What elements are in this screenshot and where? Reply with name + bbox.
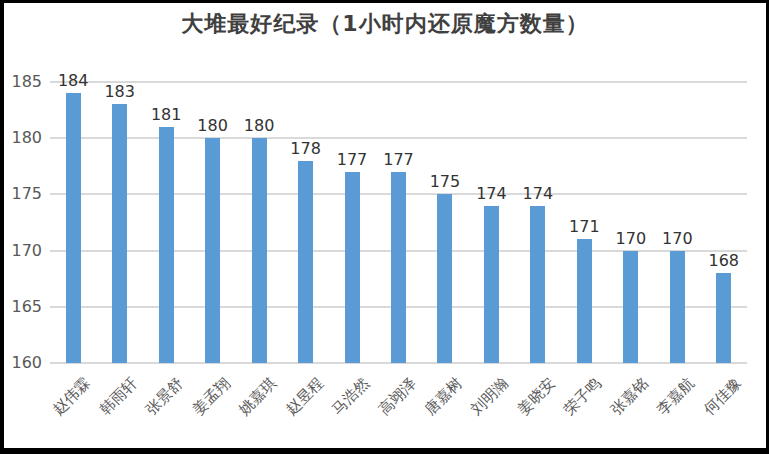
y-axis-tick-label: 165	[0, 297, 42, 317]
chart-frame: 大堆最好纪录（1小时内还原魔方数量） 160 165 170 175 180 185 184…	[0, 0, 769, 454]
bar-value-label: 177	[329, 150, 375, 170]
x-category-label: 马浩然	[328, 374, 373, 419]
gridline	[50, 81, 747, 83]
bar-value-label: 180	[236, 116, 282, 136]
x-category-label: 唐嘉树	[421, 374, 466, 419]
chart-title: 大堆最好纪录（1小时内还原魔方数量）	[4, 9, 766, 39]
bar	[484, 206, 499, 363]
y-axis-tick-label: 185	[0, 72, 42, 92]
bar	[345, 172, 360, 363]
x-category-label: 赵伟霖	[49, 374, 94, 419]
bar	[391, 172, 406, 363]
x-category-label: 姚嘉琪	[235, 374, 280, 419]
bar-value-label: 175	[422, 172, 468, 192]
bar-value-label: 171	[561, 217, 607, 237]
bar-value-label: 178	[283, 139, 329, 159]
y-axis-tick-label: 180	[0, 128, 42, 148]
x-category-label: 张景舒	[142, 374, 187, 419]
x-category-label: 韩雨轩	[96, 374, 141, 419]
y-axis-tick-label: 175	[0, 184, 42, 204]
bar	[530, 206, 545, 363]
bar	[716, 273, 731, 363]
bar-value-label: 177	[376, 150, 422, 170]
bar	[437, 194, 452, 363]
bar	[205, 138, 220, 363]
x-category-label: 荣子鸣	[561, 374, 606, 419]
bar-value-label: 183	[97, 82, 143, 102]
bar	[670, 251, 685, 363]
bar	[252, 138, 267, 363]
bar-value-label: 170	[654, 229, 700, 249]
gridline	[50, 137, 747, 139]
bar-value-label: 174	[468, 184, 514, 204]
bar-value-label: 168	[701, 251, 747, 271]
x-category-label: 刘明瀚	[468, 374, 513, 419]
x-category-label: 姜孟翔	[189, 374, 234, 419]
bar-value-label: 184	[50, 71, 96, 91]
y-axis-tick-label: 170	[0, 241, 42, 261]
x-category-label: 李嘉航	[653, 374, 698, 419]
x-category-label: 赵昱程	[282, 374, 327, 419]
x-category-label: 姜晓安	[514, 374, 559, 419]
bar	[577, 239, 592, 363]
bar	[623, 251, 638, 363]
bar-value-label: 180	[190, 116, 236, 136]
bar	[159, 127, 174, 363]
y-axis-tick-label: 160	[0, 353, 42, 373]
bar	[298, 161, 313, 363]
x-category-label: 高翊泽	[375, 374, 420, 419]
x-category-label: 张嘉铭	[607, 374, 652, 419]
x-category-label: 何佳豫	[700, 374, 745, 419]
bar-value-label: 174	[515, 184, 561, 204]
bar-value-label: 170	[608, 229, 654, 249]
bar	[66, 93, 81, 363]
bar	[112, 104, 127, 363]
bar-value-label: 181	[143, 105, 189, 125]
